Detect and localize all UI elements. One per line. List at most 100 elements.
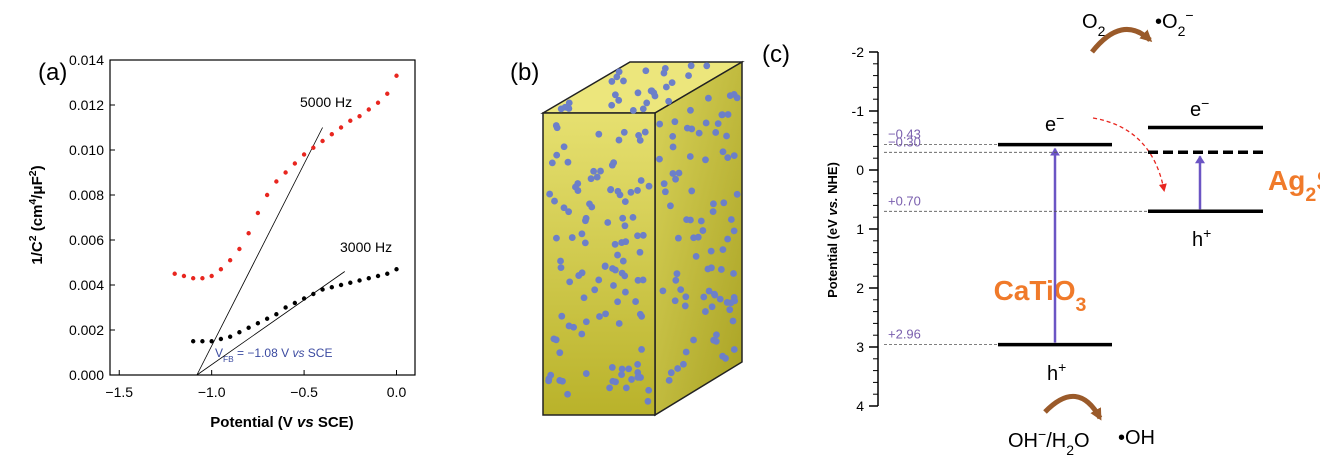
particle: [720, 246, 727, 253]
label-part: O: [1074, 430, 1090, 452]
particle: [556, 377, 563, 384]
particle: [547, 372, 554, 379]
particle: [632, 298, 639, 305]
annotation: VFB = −1.08 V vs SCE: [215, 346, 332, 364]
particle: [634, 232, 641, 239]
data-point: [348, 281, 352, 285]
particle: [614, 252, 621, 259]
particle: [718, 266, 725, 273]
particle: [669, 133, 676, 140]
particle: [682, 303, 689, 310]
particle: [620, 78, 627, 85]
particle: [581, 294, 588, 301]
particle: [648, 87, 655, 94]
particle: [628, 189, 635, 196]
data-point: [209, 339, 213, 343]
particle: [565, 159, 572, 166]
particle: [675, 235, 682, 242]
particle: [731, 91, 738, 98]
particle: [715, 120, 722, 127]
particle: [604, 219, 611, 226]
label-part: vs.: [825, 197, 840, 215]
particle: [597, 168, 604, 175]
hole-label: h+: [1192, 225, 1211, 251]
data-point: [330, 132, 334, 136]
y-tick-label: 0.014: [69, 52, 104, 68]
particle: [682, 293, 689, 300]
particle: [607, 186, 614, 193]
series-label: 5000 Hz: [300, 94, 352, 110]
particle: [703, 120, 710, 127]
particle: [662, 65, 669, 72]
data-point: [191, 339, 195, 343]
data-point: [256, 321, 260, 325]
particle: [693, 253, 700, 260]
label-part: +: [1058, 359, 1066, 375]
label-part: vs: [292, 346, 304, 360]
particle: [731, 346, 738, 353]
particle: [610, 282, 617, 289]
particle: [710, 208, 717, 215]
reaction-arrow: [1045, 396, 1100, 418]
particle: [591, 286, 598, 293]
label-part: −: [1201, 95, 1209, 111]
particle: [717, 296, 724, 303]
particle: [669, 79, 676, 86]
particle: [677, 286, 684, 293]
particle: [638, 346, 645, 353]
particle: [566, 323, 573, 330]
particle: [685, 72, 692, 79]
x-tick-label: 0.0: [387, 384, 407, 400]
particle: [728, 216, 735, 223]
species-label: OH−/H2O: [1008, 426, 1090, 455]
data-point: [311, 146, 315, 150]
particle: [621, 273, 628, 280]
data-point: [339, 125, 343, 129]
particle: [551, 198, 558, 205]
label-part: Ag: [1268, 165, 1305, 196]
y-tick-label: 0.002: [69, 322, 104, 338]
particle: [595, 131, 602, 138]
material-label: Ag2S: [1268, 165, 1320, 206]
particle: [698, 218, 705, 225]
data-point: [219, 337, 223, 341]
particle: [637, 249, 644, 256]
particle: [688, 188, 695, 195]
data-point: [320, 287, 324, 291]
particle: [640, 105, 647, 112]
particle: [723, 133, 730, 140]
particle: [645, 387, 652, 394]
data-point: [376, 274, 380, 278]
series-label: 3000 Hz: [340, 239, 392, 255]
particle: [690, 337, 697, 344]
y-tick-label: 0.000: [69, 367, 104, 383]
particle: [642, 67, 649, 74]
particle: [635, 89, 642, 96]
particle: [612, 267, 619, 274]
label-part: ): [29, 165, 46, 170]
particle: [588, 175, 595, 182]
data-point: [367, 276, 371, 280]
particle: [558, 264, 565, 271]
data-point: [302, 152, 306, 156]
label-part: 1/C: [29, 241, 46, 265]
label-part: +: [1203, 225, 1211, 241]
data-point: [283, 305, 287, 309]
particle: [672, 277, 679, 284]
label-part: SCE: [304, 346, 332, 360]
panel-label: (a): [38, 59, 67, 86]
data-point: [357, 278, 361, 282]
particle: [634, 187, 641, 194]
particle: [674, 365, 681, 372]
particle: [630, 214, 637, 221]
particle: [709, 303, 716, 310]
particle: [618, 371, 625, 378]
data-point: [293, 301, 297, 305]
particle: [583, 318, 590, 325]
particle: [719, 111, 726, 118]
particle: [671, 118, 678, 125]
y-tick-label: 0.004: [69, 277, 104, 293]
particle: [635, 132, 642, 139]
particle: [705, 95, 712, 102]
particle: [623, 384, 630, 391]
